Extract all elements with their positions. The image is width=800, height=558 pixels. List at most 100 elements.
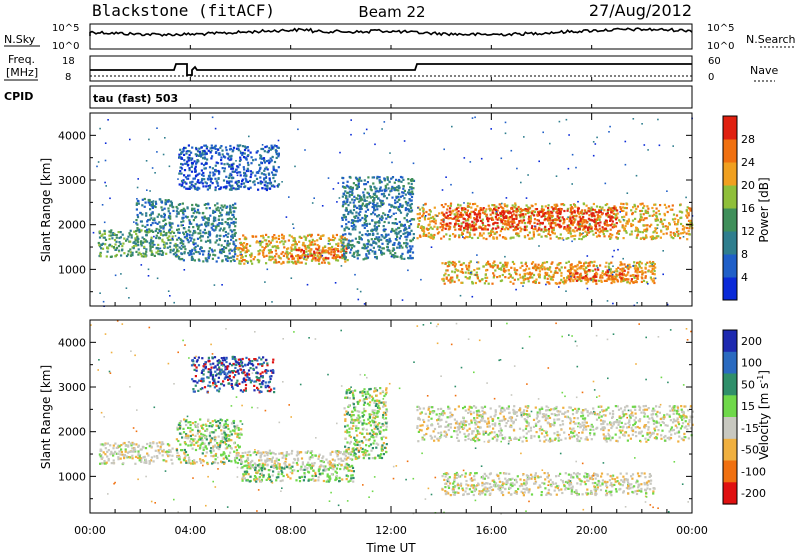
- echo-pixel: [584, 275, 588, 278]
- echo-pixel: [290, 253, 293, 256]
- echo-pixel: [568, 134, 570, 136]
- echo-pixel: [270, 185, 273, 188]
- echo-pixel: [172, 206, 175, 209]
- echo-pixel: [410, 206, 413, 209]
- echo-pixel: [576, 272, 579, 275]
- echo-pixel: [469, 214, 472, 217]
- echo-pixel: [261, 144, 264, 146]
- echo-pixel: [563, 221, 566, 224]
- echo-pixel: [478, 234, 481, 237]
- echo-pixel: [112, 462, 115, 465]
- echo-pixel: [593, 273, 597, 276]
- echo-pixel: [365, 254, 368, 257]
- echo-pixel: [147, 275, 150, 277]
- echo-pixel: [153, 254, 156, 257]
- echo-pixel: [294, 248, 297, 251]
- echo-pixel: [203, 153, 205, 156]
- echo-pixel: [395, 196, 398, 200]
- echo-pixel: [515, 208, 518, 211]
- echo-pixel: [143, 240, 146, 243]
- echo-pixel: [214, 241, 217, 244]
- echo-pixel: [164, 137, 166, 139]
- echo-pixel: [165, 460, 168, 463]
- echo-pixel: [479, 280, 482, 283]
- echo-pixel: [270, 159, 273, 162]
- echo-pixel: [447, 274, 450, 277]
- echo-pixel: [108, 244, 111, 247]
- echo-pixel: [167, 290, 170, 292]
- echo-pixel: [273, 185, 276, 188]
- echo-pixel: [384, 184, 387, 187]
- echo-pixel: [485, 263, 488, 266]
- echo-pixel: [633, 276, 636, 279]
- echo-pixel: [371, 250, 374, 253]
- echo-pixel: [244, 156, 247, 159]
- echo-pixel: [642, 224, 645, 227]
- echo-pixel: [650, 223, 653, 226]
- echo-pixel: [191, 422, 194, 425]
- echo-pixel: [369, 243, 372, 246]
- echo-pixel: [207, 236, 210, 239]
- echo-pixel: [178, 456, 181, 459]
- echo-pixel: [561, 237, 564, 240]
- echo-pixel: [548, 222, 551, 225]
- echo-pixel: [138, 459, 141, 462]
- echo-pixel: [613, 207, 616, 210]
- echo-pixel: [590, 226, 593, 229]
- echo-pixel: [430, 246, 433, 248]
- echo-pixel: [409, 193, 412, 196]
- echo-pixel: [444, 227, 447, 230]
- echo-pixel: [642, 206, 645, 209]
- echo-pixel: [311, 202, 314, 204]
- echo-pixel: [298, 257, 302, 260]
- echo-pixel: [265, 188, 268, 192]
- echo-pixel: [136, 229, 139, 232]
- echo-pixel: [221, 284, 223, 286]
- echo-pixel: [622, 276, 625, 279]
- echo-pixel: [613, 249, 615, 252]
- echo-pixel: [489, 209, 492, 212]
- echo-pixel: [241, 258, 245, 261]
- echo-pixel: [494, 264, 497, 267]
- echo-pixel: [615, 275, 618, 278]
- echo-pixel: [268, 146, 271, 150]
- echo-pixel: [616, 279, 619, 282]
- echo-pixel: [424, 203, 427, 206]
- echo-pixel: [355, 206, 359, 209]
- echo-pixel: [177, 231, 180, 234]
- echo-pixel: [496, 222, 499, 225]
- echo-pixel: [226, 242, 229, 245]
- echo-pixel: [382, 225, 385, 228]
- echo-pixel: [473, 269, 476, 272]
- echo-pixel: [179, 258, 182, 261]
- echo-pixel: [403, 217, 406, 220]
- echo-pixel: [174, 235, 177, 237]
- echo-pixel: [590, 279, 593, 282]
- echo-pixel: [395, 195, 398, 198]
- echo-pixel: [218, 238, 221, 242]
- echo-pixel: [245, 158, 248, 161]
- echo-pixel: [244, 236, 247, 239]
- echo-pixel: [642, 213, 645, 216]
- echo-pixel: [177, 250, 180, 253]
- echo-pixel: [393, 188, 396, 191]
- echo-pixel: [576, 263, 579, 267]
- echo-pixel: [293, 239, 296, 242]
- echo-pixel: [103, 443, 107, 446]
- echo-pixel: [234, 245, 237, 248]
- echo-pixel: [271, 257, 274, 261]
- echo-pixel: [672, 231, 675, 235]
- echo-pixel: [507, 269, 510, 272]
- echo-pixel: [384, 186, 387, 189]
- echo-pixel: [140, 459, 143, 462]
- echo-pixel: [383, 236, 386, 240]
- echo-pixel: [644, 224, 647, 227]
- echo-pixel: [578, 226, 581, 229]
- echo-pixel: [490, 128, 492, 130]
- echo-pixel: [477, 212, 480, 215]
- echo-pixel: [399, 195, 402, 198]
- echo-pixel: [482, 237, 485, 240]
- echo-pixel: [339, 239, 343, 242]
- echo-pixel: [485, 215, 488, 218]
- echo-pixel: [522, 279, 525, 282]
